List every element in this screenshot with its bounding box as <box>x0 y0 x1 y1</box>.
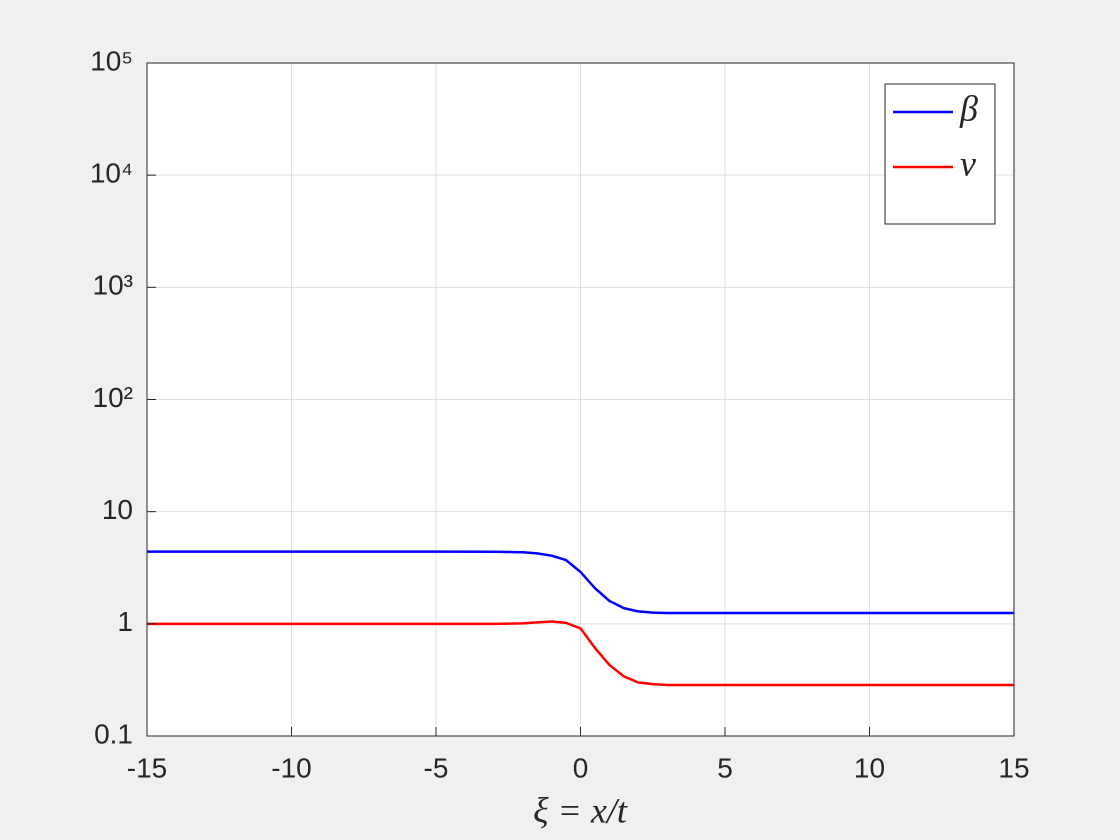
x-tick-label: -10 <box>271 752 311 783</box>
x-tick-label: 0 <box>573 752 589 783</box>
legend-label: β <box>959 88 978 128</box>
y-tick-label: 10² <box>93 382 133 413</box>
x-tick-label: 10 <box>854 752 885 783</box>
y-tick-label: 10⁴ <box>90 158 133 189</box>
y-tick-label: 1 <box>117 606 133 637</box>
x-tick-label: -15 <box>127 752 167 783</box>
y-tick-label: 10 <box>102 494 133 525</box>
data-line <box>147 620 1014 687</box>
data-line <box>147 550 1014 615</box>
x-axis-label: ξ = x/t <box>533 790 628 830</box>
y-tick-label: 0.1 <box>94 718 133 749</box>
y-tick-label: 10³ <box>93 270 133 301</box>
legend-box <box>884 83 996 225</box>
y-tick-label: 10⁵ <box>90 45 133 76</box>
x-tick-label: -5 <box>424 752 449 783</box>
x-tick-label: 15 <box>998 752 1029 783</box>
legend-label: v <box>960 143 976 183</box>
x-tick-label: 5 <box>717 752 733 783</box>
lines <box>147 550 1014 687</box>
